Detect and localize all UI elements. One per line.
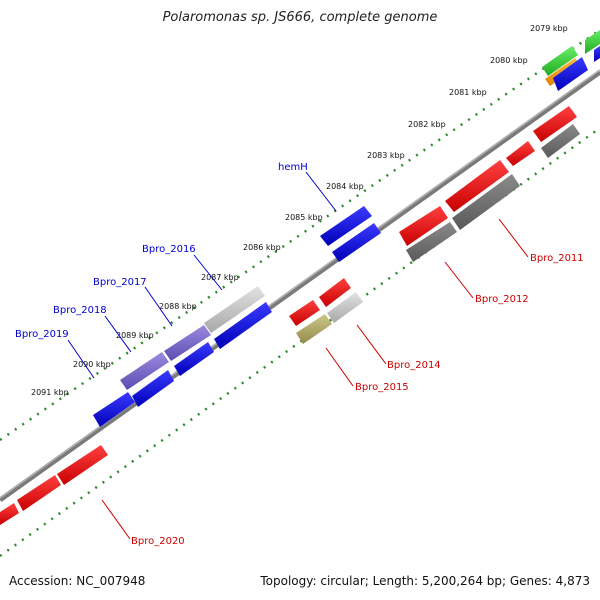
leader-line [67,339,95,379]
gene-arrow[interactable] [132,370,174,407]
tick-label: 2079 kbp [530,24,568,33]
leader-line [325,347,354,387]
genome-backbone-highlight [0,69,600,499]
upper-track-genes [93,30,600,427]
gene-label-bpro-2012[interactable]: Bpro_2012 [475,294,529,305]
gene-arrow[interactable] [594,46,600,62]
gene-arrow[interactable] [164,325,211,361]
tick-label: 2089 kbp [116,331,154,340]
leader-line [104,315,132,353]
genome-summary: Topology: circular; Length: 5,200,264 bp… [260,574,590,588]
gene-arrow[interactable] [204,286,265,333]
gene-arrow[interactable] [332,223,381,262]
leader-line [356,324,387,365]
gene-arrow[interactable] [289,300,320,326]
gene-arrow[interactable] [174,342,214,376]
gene-label-bpro-2016[interactable]: Bpro_2016 [142,244,196,255]
leader-line [193,254,223,291]
gene-arrow[interactable] [120,352,169,390]
gene-arrow[interactable] [93,392,135,427]
gene-arrow[interactable] [506,141,535,166]
tick-label: 2080 kbp [490,56,528,65]
leader-line [144,286,173,327]
gene-label-bpro-2019[interactable]: Bpro_2019 [15,329,69,340]
gene-arrow[interactable] [542,46,578,76]
gene-label-bpro-2014[interactable]: Bpro_2014 [387,360,441,371]
gene-arrow[interactable] [553,57,588,91]
leader-line [498,218,529,258]
gene-label-bpro-2017[interactable]: Bpro_2017 [93,277,147,288]
tick-label: 2084 kbp [326,182,364,191]
gene-label-bpro-2020[interactable]: Bpro_2020 [131,536,185,547]
outer-tick-ring [0,28,600,442]
tick-label: 2086 kbp [243,243,281,252]
leader-line [444,261,474,299]
gene-arrow[interactable] [399,206,448,246]
leader-line [305,171,337,212]
gene-arrow[interactable] [57,445,108,485]
tick-label: 2082 kbp [408,120,446,129]
leader-lines [67,171,529,540]
gene-arrow[interactable] [445,160,509,212]
gene-arrow[interactable] [406,222,457,262]
gene-arrow[interactable] [585,30,600,54]
gene-arrow[interactable] [320,206,372,246]
gene-arrow[interactable] [541,124,580,158]
lower-track-genes [0,106,580,525]
tick-label: 2091 kbp [31,388,69,397]
tick-label: 2087 kbp [201,273,239,282]
gene-arrow[interactable] [319,278,351,307]
leader-line [101,499,131,540]
gene-arrow[interactable] [214,302,272,349]
gene-arrow[interactable] [452,174,520,230]
gene-label-hemH[interactable]: hemH [278,162,308,173]
gene-arrow[interactable] [533,106,577,142]
tick-label: 2085 kbp [285,213,323,222]
tick-label: 2083 kbp [367,151,405,160]
gene-arrow[interactable] [296,314,332,344]
gene-arrow[interactable] [0,503,19,525]
gene-arrow[interactable] [327,292,363,323]
accession-label: Accession: NC_007948 [9,574,146,588]
tick-label: 2090 kbp [73,360,111,369]
gene-arrow[interactable] [17,475,61,511]
gene-label-bpro-2018[interactable]: Bpro_2018 [53,305,107,316]
gene-label-bpro-2011[interactable]: Bpro_2011 [530,253,584,264]
genome-backbone [0,69,600,503]
map-title: Polaromonas sp. JS666, complete genome [162,10,438,25]
gene-label-bpro-2015[interactable]: Bpro_2015 [355,382,409,393]
tick-label: 2081 kbp [449,88,487,97]
tick-label: 2088 kbp [159,302,197,311]
